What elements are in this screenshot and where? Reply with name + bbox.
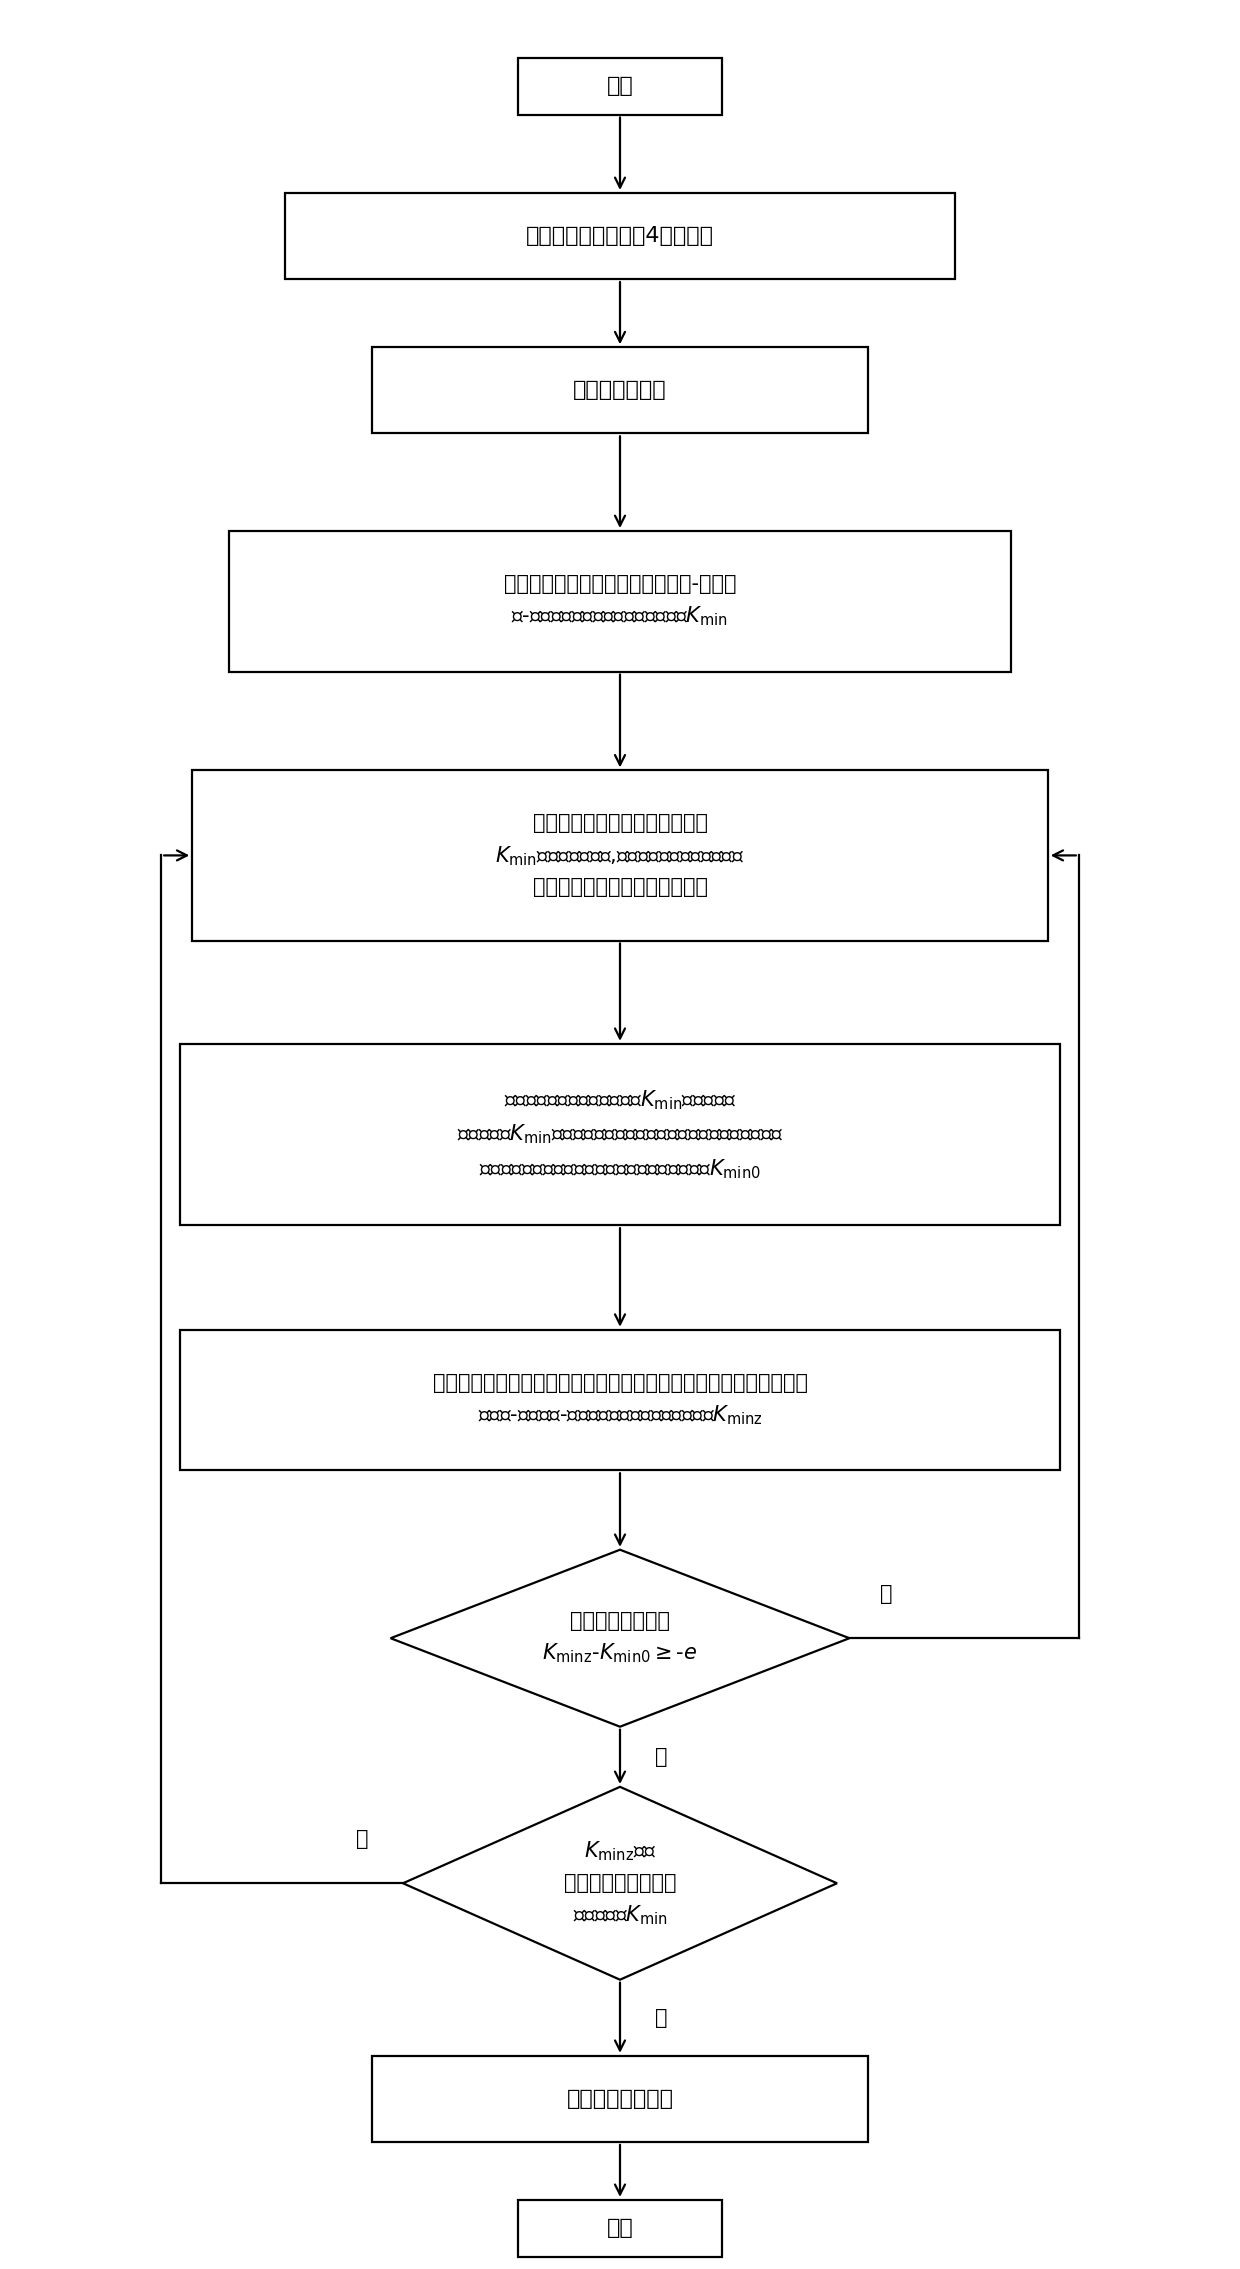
Text: 对最优解做调整以满足实际工程需要，得到最优设计方案，再次建立
三维壳-弹簧荷载-结构模型计算管片最小安全系数$K_{\mathrm{minz}}$: 对最优解做调整以满足实际工程需要，得到最优设计方案，再次建立 三维壳-弹簧荷载-… <box>433 1373 807 1427</box>
Polygon shape <box>403 1788 837 1979</box>
FancyBboxPatch shape <box>192 771 1048 939</box>
Text: 是: 是 <box>655 2008 667 2028</box>
Text: 针对试验表中每种工况建立三维壳-弹簧荷
载-结构模型，计算管片最小安全系数$K_{\min}$: 针对试验表中每种工况建立三维壳-弹簧荷 载-结构模型，计算管片最小安全系数$K_… <box>503 574 737 629</box>
Text: 确定每个设计参数的4个参数值: 确定每个设计参数的4个参数值 <box>526 227 714 245</box>
FancyBboxPatch shape <box>285 193 955 279</box>
FancyBboxPatch shape <box>372 347 868 433</box>
Text: 以管片设计参数为决策变量，$K_{\min}$为适应度，
设计参数和$K_{\min}$的映射关系为适应度的计算函数，利用遗传算法求
解得到使适应度最大的决策变: 以管片设计参数为决策变量，$K_{\min}$为适应度， 设计参数和$K_{\m… <box>456 1089 784 1180</box>
FancyBboxPatch shape <box>180 1330 1060 1470</box>
FancyBboxPatch shape <box>372 2056 868 2142</box>
Text: 是否满足误差要求
$K_{\mathrm{minz}}$-$K_{\min 0}$$\geq$-$e$: 是否满足误差要求 $K_{\mathrm{minz}}$-$K_{\min 0}… <box>542 1611 698 1665</box>
Text: 将设计参数最为输入值，对应的
$K_{\min}$作为目标输出值,训练神经网络得到设计参数
和管片最小安全系数的映射关系: 将设计参数最为输入值，对应的 $K_{\min}$作为目标输出值,训练神经网络得… <box>495 812 745 899</box>
Text: 是: 是 <box>655 1747 667 1768</box>
Text: 否: 否 <box>880 1584 893 1604</box>
Text: 设计正交试验表: 设计正交试验表 <box>573 381 667 399</box>
Polygon shape <box>391 1550 849 1727</box>
FancyBboxPatch shape <box>517 57 722 113</box>
Text: $K_{\mathrm{minz}}$大于
正交试验表中各设计
工况对应的$K_{\min}$: $K_{\mathrm{minz}}$大于 正交试验表中各设计 工况对应的$K_… <box>564 1840 676 1926</box>
FancyBboxPatch shape <box>229 531 1011 672</box>
Text: 否: 否 <box>356 1829 368 1849</box>
Text: 结束: 结束 <box>606 2219 634 2237</box>
FancyBboxPatch shape <box>517 2201 722 2255</box>
Text: 开始: 开始 <box>606 77 634 95</box>
FancyBboxPatch shape <box>180 1044 1060 1225</box>
Text: 确定最优设计方案: 确定最优设计方案 <box>567 2090 673 2108</box>
